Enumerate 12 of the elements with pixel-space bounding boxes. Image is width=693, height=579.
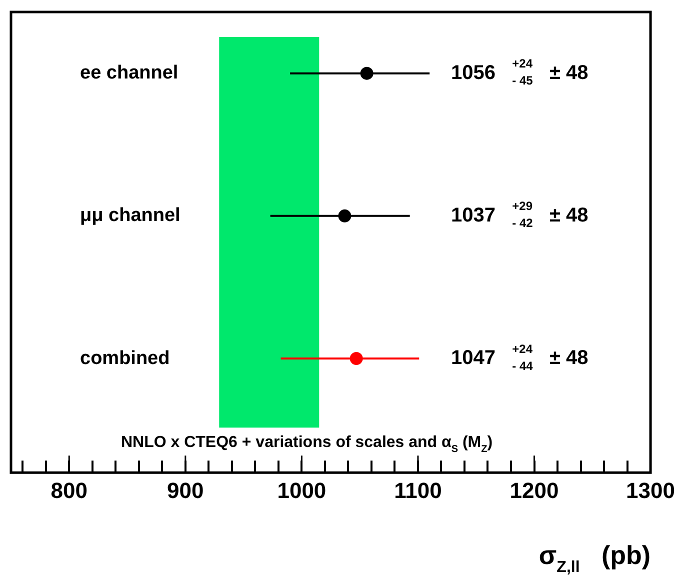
- x-tick-label: 900: [167, 478, 204, 503]
- x-tick-label: 1200: [510, 478, 559, 503]
- x-tick-label: 800: [50, 478, 88, 503]
- text: 1056 +24- 45 ± 48: [450, 56, 588, 88]
- x-tick-label: 1000: [277, 478, 326, 503]
- y-tick-label: μμ channel: [80, 205, 180, 226]
- text: 1037 +29- 42 ± 48: [450, 199, 588, 230]
- x-tick-label: 1300: [626, 478, 676, 503]
- x-tick-label: 1100: [394, 478, 442, 503]
- text: 1047 +24- 44 ± 48: [450, 342, 588, 373]
- y-tick-label: combined: [80, 348, 170, 369]
- y-tick-label: ee channel: [80, 62, 178, 84]
